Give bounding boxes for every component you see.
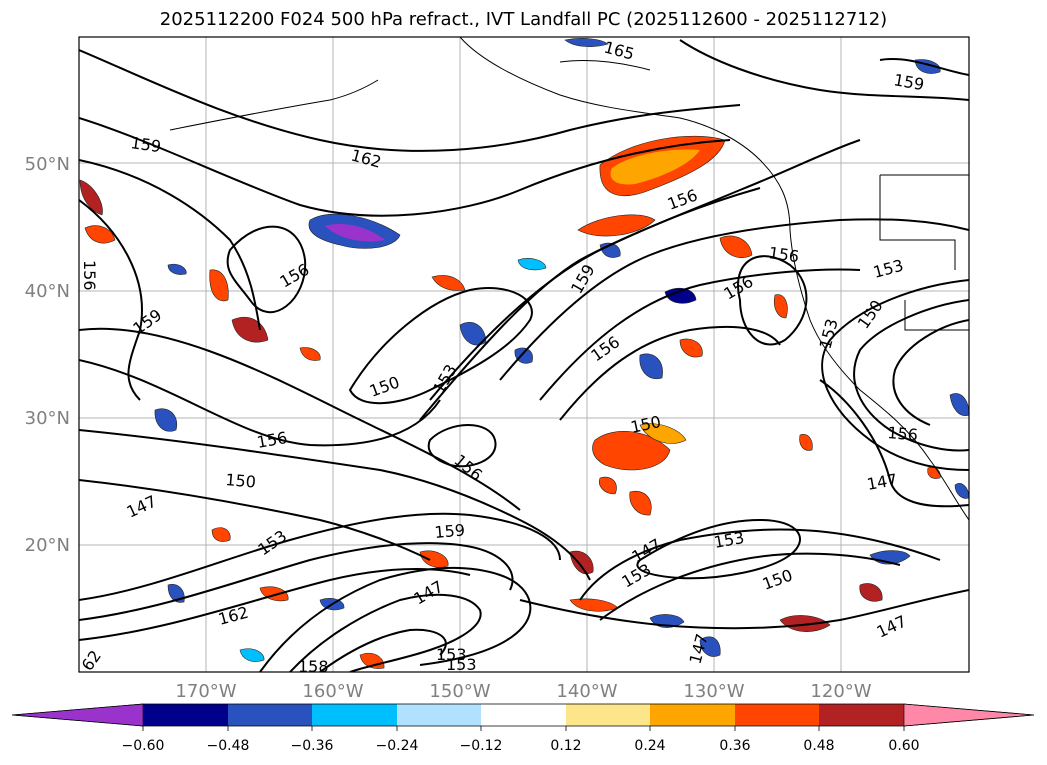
- colorbar-tick-label: −0.12: [460, 738, 503, 754]
- colorbar-tick-label: −0.48: [207, 738, 250, 754]
- contour-label: 153: [436, 645, 467, 664]
- colorbar-segment: [566, 704, 650, 726]
- colorbar-segment: [312, 704, 397, 726]
- contour-label: 156: [887, 423, 919, 445]
- colorbar-segment: [735, 704, 819, 726]
- anomaly-patches: [79, 38, 969, 669]
- longitude-labels: 170°W 160°W 150°W 140°W 130°W 120°W: [175, 681, 871, 702]
- contour-label: 156: [80, 260, 99, 291]
- colorbar-tick-label: −0.60: [122, 738, 165, 754]
- colorbar-segment: [11, 703, 144, 727]
- colorbar-tick-label: 0.60: [888, 738, 919, 754]
- map-title: 2025112200 F024 500 hPa refract., IVT La…: [159, 9, 888, 30]
- colorbar-segment: [397, 704, 481, 726]
- contour-label: 153: [446, 655, 477, 674]
- contour-label: 159: [129, 133, 162, 156]
- contour-label: 159: [434, 520, 466, 542]
- lat-label-50n: 50°N: [25, 154, 70, 175]
- height-contours: [79, 39, 969, 672]
- lon-label-160w: 160°W: [302, 681, 363, 702]
- colorbar-tick-label: 0.48: [803, 738, 834, 754]
- colorbar-segment: [481, 704, 566, 726]
- colorbar-tick-label: 0.36: [719, 738, 750, 754]
- colorbar: −0.60 −0.48 −0.36 −0.24 −0.12 0.12 0.24 …: [11, 703, 1035, 754]
- contour-label: 156: [767, 243, 800, 266]
- colorbar-segment: [903, 703, 1035, 727]
- lon-label-140w: 140°W: [556, 681, 617, 702]
- coastline: [169, 37, 969, 521]
- lat-label-40n: 40°N: [25, 281, 70, 302]
- colorbar-segment: [228, 704, 312, 726]
- latitude-labels: 50°N 40°N 30°N 20°N: [25, 154, 70, 556]
- colorbar-segment: [143, 704, 228, 726]
- colorbar-tick-label: −0.24: [376, 738, 419, 754]
- contour-label: 158: [298, 657, 329, 676]
- colorbar-segment: [650, 704, 735, 726]
- colorbar-segment: [819, 704, 904, 726]
- lon-label-170w: 170°W: [175, 681, 236, 702]
- contour-label: 150: [225, 470, 257, 492]
- colorbar-tick-label: 0.24: [634, 738, 665, 754]
- colorbar-tick-label: 0.12: [550, 738, 581, 754]
- lon-label-150w: 150°W: [429, 681, 490, 702]
- map-frame: [78, 36, 970, 673]
- lat-label-20n: 20°N: [25, 535, 70, 556]
- lat-label-30n: 30°N: [25, 408, 70, 429]
- lon-label-130w: 130°W: [683, 681, 744, 702]
- colorbar-tick-label: −0.36: [291, 738, 334, 754]
- lon-label-120w: 120°W: [810, 681, 871, 702]
